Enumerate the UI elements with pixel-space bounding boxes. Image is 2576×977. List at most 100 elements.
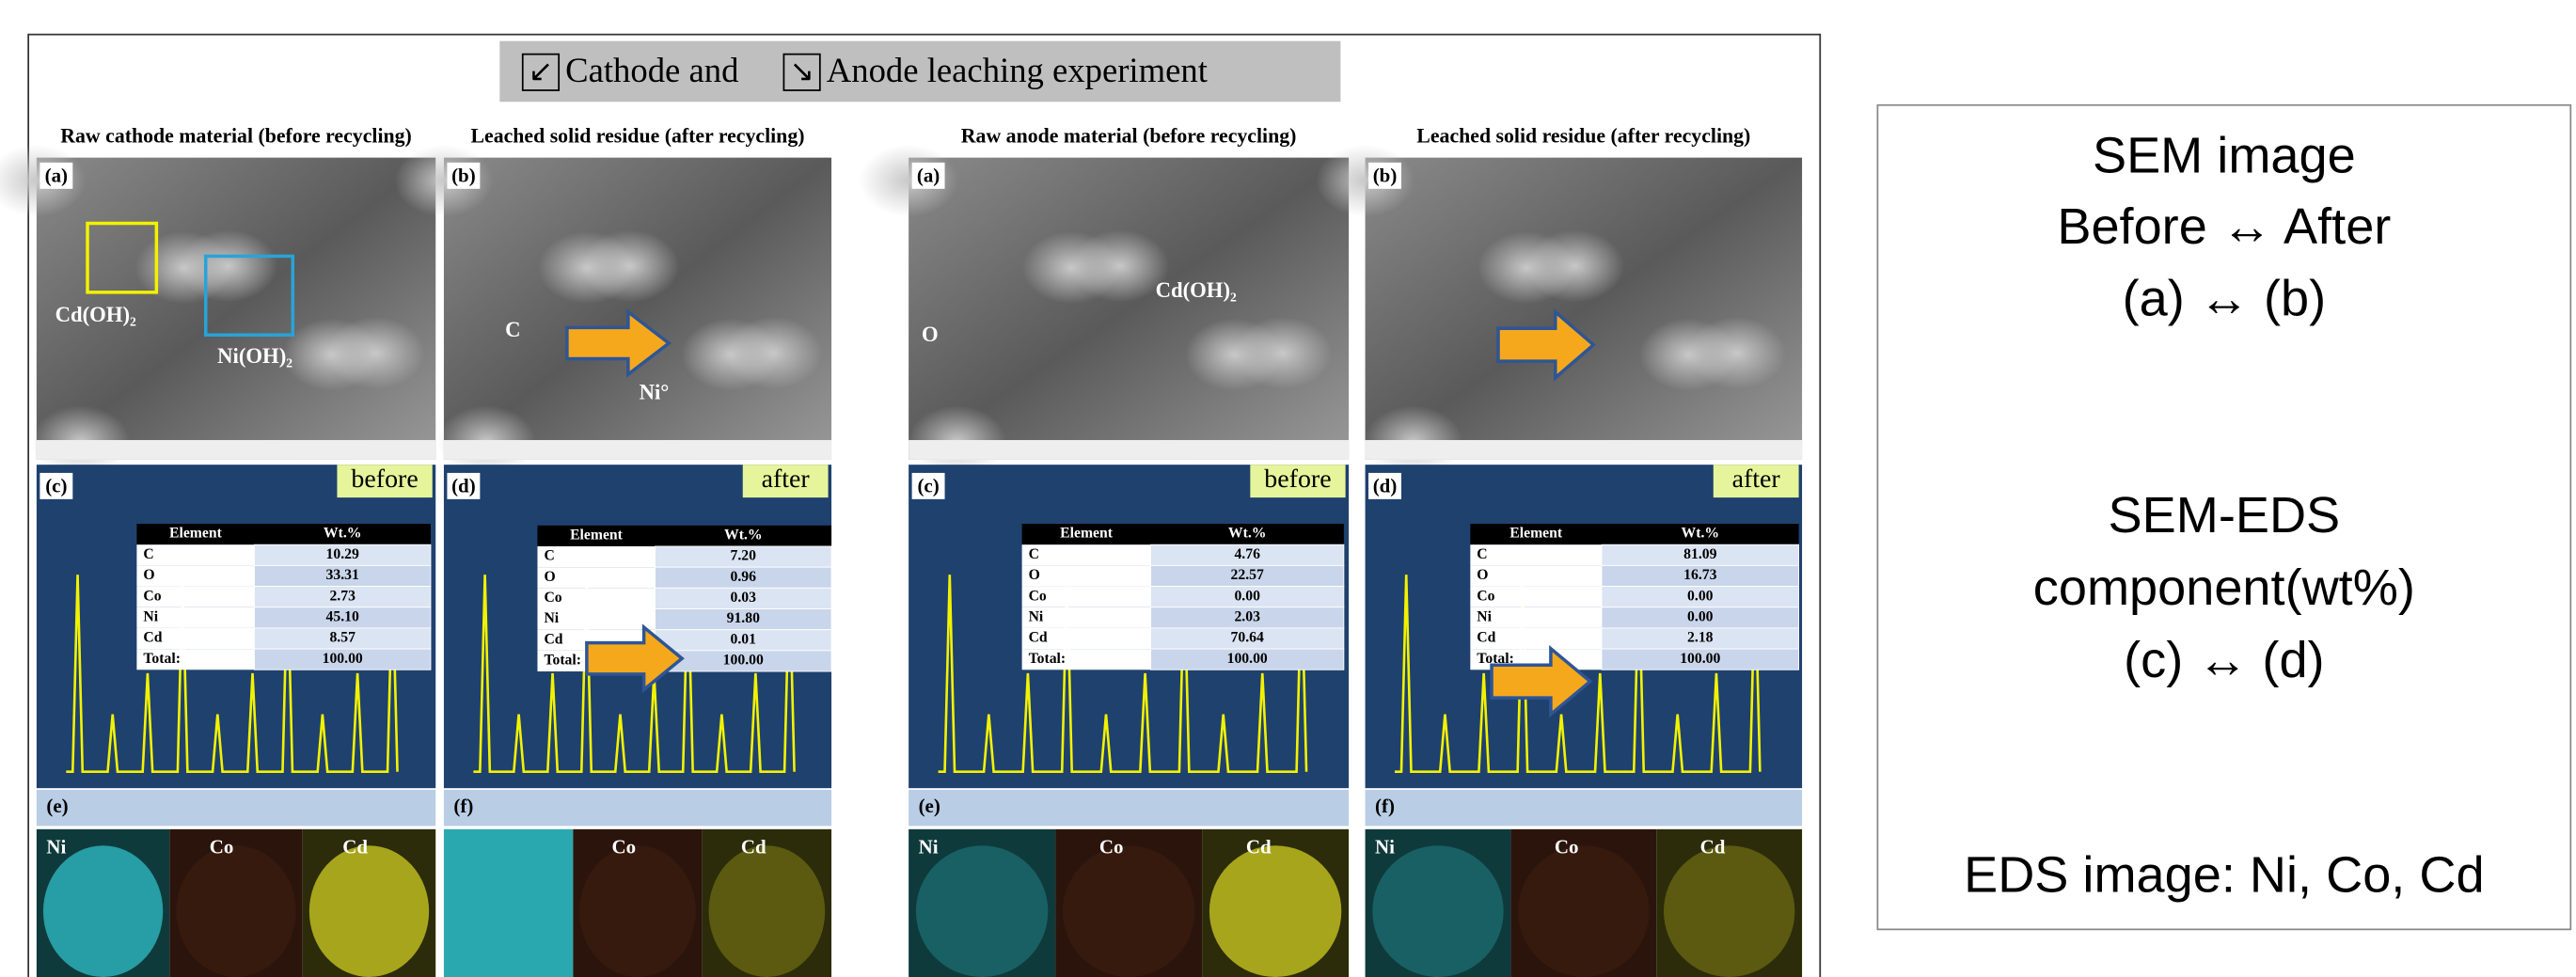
side-text: Before ↔ After xyxy=(2057,198,2391,255)
panel-label: (c) xyxy=(917,474,939,496)
table-header-cell: Wt.% xyxy=(1682,526,1720,542)
table-text: O xyxy=(143,567,154,583)
table-text: 22.57 xyxy=(1231,567,1264,583)
side-text: SEM-EDS xyxy=(2109,487,2341,544)
table-text: 0.00 xyxy=(1234,588,1260,604)
table-text: Ni xyxy=(1029,608,1044,624)
badge-text: before xyxy=(351,465,418,494)
panel-label: (f) xyxy=(1375,795,1395,817)
sem-annotation: Cd(OH)₂ xyxy=(1156,278,1237,302)
map-label-strip xyxy=(37,790,435,826)
table-text: Cd xyxy=(1477,630,1495,646)
panel-label: (a) xyxy=(917,164,940,186)
table-text: Total: xyxy=(1029,651,1067,667)
table-cell xyxy=(136,544,254,565)
table-text: 91.80 xyxy=(727,610,760,626)
table-text: 81.09 xyxy=(1683,546,1716,562)
panel-label: (f) xyxy=(453,795,473,817)
table-text: C xyxy=(1029,546,1039,562)
sem-annotation: Ni(OH)₂ xyxy=(217,344,292,368)
map-label: Ni xyxy=(919,836,939,859)
table-header-cell: Element xyxy=(1060,526,1114,542)
table-text: Total: xyxy=(143,651,181,667)
table-text: Co xyxy=(1477,588,1494,604)
eds-map-signal xyxy=(1518,845,1649,977)
sem-texture xyxy=(1687,317,1786,389)
map-label: Co xyxy=(1555,836,1579,859)
table-text: 100.00 xyxy=(1227,651,1268,667)
table-text: C xyxy=(1477,546,1487,562)
map-label: Co xyxy=(210,836,234,859)
sem-annotation: Ni° xyxy=(640,380,670,403)
sem-texture xyxy=(1070,229,1169,302)
table-text: Co xyxy=(143,588,161,604)
table-header-cell: Element xyxy=(570,527,624,543)
table-text: O xyxy=(1029,567,1040,583)
table-text: Co xyxy=(544,590,561,606)
table-text: 4.76 xyxy=(1234,546,1260,562)
map-label: Co xyxy=(1099,836,1124,859)
panel-title: Raw cathode material (before recycling) xyxy=(60,125,412,148)
side-text: SEM image xyxy=(2093,128,2356,184)
table-text: 0.03 xyxy=(731,590,757,606)
map-label-strip xyxy=(444,790,831,826)
table-cell xyxy=(1022,565,1151,586)
sem-texture xyxy=(326,317,425,389)
table-text: 8.57 xyxy=(329,630,356,646)
eds-map-signal xyxy=(579,845,696,977)
title-text: Anode leaching experiment xyxy=(827,51,1208,89)
panel-title: Leached solid residue (after recycling) xyxy=(1416,125,1750,148)
sem-texture xyxy=(1525,229,1624,302)
sem-texture xyxy=(724,317,823,389)
title-text: Cathode and xyxy=(565,51,738,89)
map-label: Cd xyxy=(1700,836,1726,859)
sem-texture xyxy=(580,229,679,302)
table-text: 33.31 xyxy=(326,567,359,583)
table-cell xyxy=(537,546,655,567)
eds-map-signal xyxy=(709,845,826,977)
map-label: Cd xyxy=(1246,836,1272,859)
eds-map-signal xyxy=(176,845,295,977)
eds-map-signal xyxy=(916,845,1048,977)
side-text: (c) ↔ (d) xyxy=(2124,632,2324,688)
table-header-cell: Element xyxy=(169,526,223,542)
table-text: 45.10 xyxy=(326,608,359,624)
panel-label: (b) xyxy=(451,164,476,186)
eds-map-signal xyxy=(1209,845,1341,977)
table-text: Co xyxy=(1029,588,1047,604)
table-text: 16.73 xyxy=(1683,567,1716,583)
table-text: 0.01 xyxy=(731,631,757,647)
panel-title: Raw anode material (before recycling) xyxy=(961,125,1297,148)
table-text: 0.00 xyxy=(1687,588,1714,604)
table-text: 0.96 xyxy=(731,569,757,585)
side-text: (a) ↔ (b) xyxy=(2123,271,2327,327)
side-text: component(wt%) xyxy=(2033,559,2415,616)
table-text: 100.00 xyxy=(1680,651,1720,667)
scale-strip xyxy=(1366,440,1802,460)
scale-strip xyxy=(444,440,831,460)
panel-label: (e) xyxy=(46,795,68,817)
eds-map-signal xyxy=(43,845,163,977)
table-text: O xyxy=(544,569,555,585)
eds-map-signal xyxy=(1664,845,1794,977)
table-header-cell: Element xyxy=(1509,526,1563,542)
table-text: 0.00 xyxy=(1687,608,1714,624)
table-text: 70.64 xyxy=(1231,630,1264,646)
table-text: Cd xyxy=(143,630,162,646)
scale-strip xyxy=(37,440,435,460)
panel-label: (a) xyxy=(45,164,68,186)
map-label: Cd xyxy=(342,836,368,859)
table-text: C xyxy=(544,548,554,564)
table-text: Cd xyxy=(544,631,562,647)
page: ↙Cathode and↘Anode leaching experimentRa… xyxy=(0,0,2576,977)
badge-text: after xyxy=(762,465,811,494)
panel-label: (d) xyxy=(451,474,476,496)
checkbox-mark: ↙ xyxy=(529,55,553,87)
table-text: 100.00 xyxy=(323,651,363,667)
eds-map-signal xyxy=(1063,845,1194,977)
table-text: Ni xyxy=(544,610,559,626)
side-text: EDS image: Ni, Co, Cd xyxy=(1964,847,2484,904)
table-cell xyxy=(1470,565,1602,586)
table-text: Total: xyxy=(544,653,581,669)
map-label-strip xyxy=(909,790,1349,826)
